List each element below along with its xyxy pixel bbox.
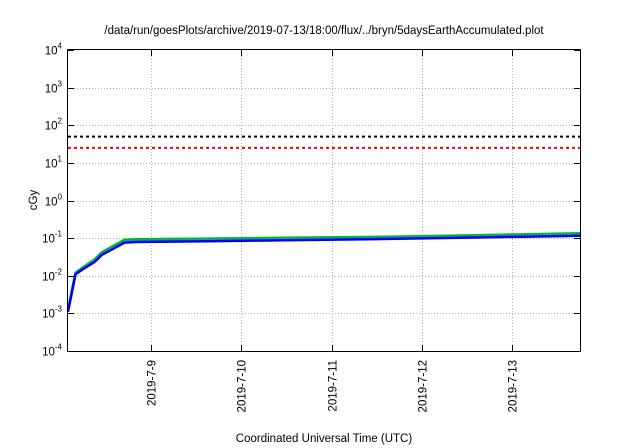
x-tick-label: 2019-7-11 [328, 360, 340, 412]
ticks: 10-4 10-3 10-2 10-1 100 101 102 103 104 2019-7-9 2… [42, 42, 580, 412]
plot-frame [67, 49, 581, 352]
threshold-lines [68, 135, 580, 149]
y-tick-label: 100 [45, 193, 63, 209]
y-tick-label: 10-3 [42, 305, 62, 321]
series-line [66, 234, 581, 313]
y-tick-label: 103 [45, 80, 63, 96]
y-tick-label: 10-4 [42, 343, 62, 359]
y-axis-label: cGy [28, 190, 40, 211]
series-line [66, 233, 581, 311]
x-tick-label: 2019-7-10 [237, 360, 249, 412]
chart-title: /data/run/goesPlots/archive/2019-07-13/1… [104, 25, 544, 37]
grid [68, 50, 580, 351]
x-tick-label: 2019-7-9 [147, 360, 159, 406]
y-tick-label: 10-1 [42, 230, 62, 246]
series-lines [66, 231, 581, 313]
y-tick-label: 102 [45, 117, 63, 133]
x-tick-label: 2019-7-13 [508, 360, 520, 412]
x-axis-label: Coordinated Universal Time (UTC) [236, 433, 413, 445]
x-tick-label: 2019-7-12 [418, 360, 430, 412]
y-tick-label: 101 [45, 155, 63, 171]
y-tick-label: 104 [45, 42, 63, 58]
y-tick-label: 10-2 [42, 268, 62, 284]
series-line [66, 231, 581, 310]
